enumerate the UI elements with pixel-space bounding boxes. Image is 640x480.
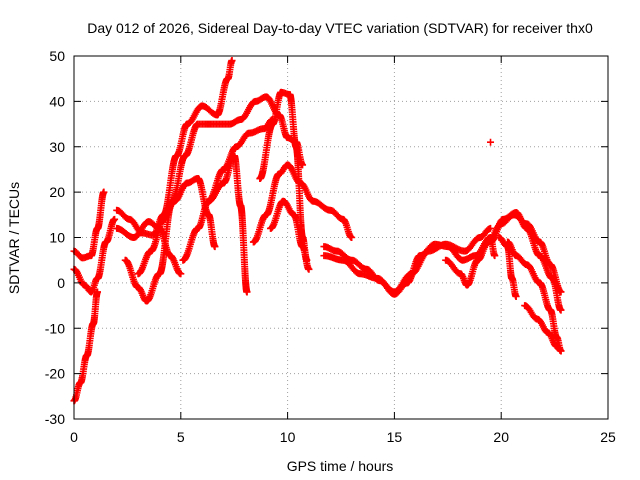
series-track-20: [487, 138, 495, 146]
data-point: [512, 292, 520, 300]
x-axis-title: GPS time / hours: [287, 458, 394, 474]
series-track-10: [249, 161, 356, 246]
y-tick-label: 40: [49, 93, 65, 109]
y-tick-label: 0: [57, 275, 65, 291]
data-point: [228, 57, 236, 65]
series-track-2: [70, 188, 108, 262]
data-point: [348, 234, 356, 241]
series-track-4: [113, 57, 236, 239]
data-point: [557, 306, 565, 314]
x-tick-label: 25: [600, 429, 616, 445]
y-tick-label: 50: [49, 48, 65, 64]
data-points: [70, 57, 565, 405]
data-point: [557, 347, 565, 355]
data-point: [211, 243, 219, 251]
data-point: [177, 270, 185, 278]
y-tick-label: -30: [45, 411, 65, 427]
x-tick-label: 5: [177, 429, 185, 445]
data-point: [557, 288, 565, 296]
chart-title: Day 012 of 2026, Sidereal Day-to-day VTE…: [87, 20, 593, 36]
series-track-18: [521, 302, 565, 355]
data-point: [100, 188, 108, 196]
y-tick-label: 30: [49, 139, 65, 155]
y-tick-label: -20: [45, 366, 65, 382]
x-tick-label: 15: [387, 429, 403, 445]
series-track-8: [179, 152, 251, 296]
x-tick-label: 10: [280, 429, 296, 445]
y-axis-title: SDTVAR / TECUs: [6, 182, 22, 294]
data-point: [243, 288, 251, 296]
data-point: [111, 215, 119, 223]
x-tick-label: 20: [493, 429, 509, 445]
series-track-19: [495, 234, 520, 300]
series-track-16: [487, 209, 565, 314]
series-track-1: [70, 288, 101, 405]
series-track-5: [113, 218, 185, 278]
series-track-12: [267, 197, 313, 273]
data-point: [305, 265, 313, 273]
grid-lines: [74, 56, 608, 419]
y-tick-label: -10: [45, 320, 65, 336]
data-point: [491, 252, 499, 260]
y-tick-label: 10: [49, 230, 65, 246]
data-point: [487, 224, 495, 232]
x-tick-label: 0: [70, 429, 78, 445]
series-track-14: [320, 224, 495, 296]
data-point: [487, 138, 495, 146]
series-track-11: [256, 88, 311, 264]
series-track-3: [70, 215, 119, 296]
y-tick-label: 20: [49, 184, 65, 200]
axis-ticks: 0 5 10 15 20 25 -30 -20 -10 0 10 20 30 40 50: [45, 48, 616, 445]
series-track-9: [205, 116, 277, 205]
